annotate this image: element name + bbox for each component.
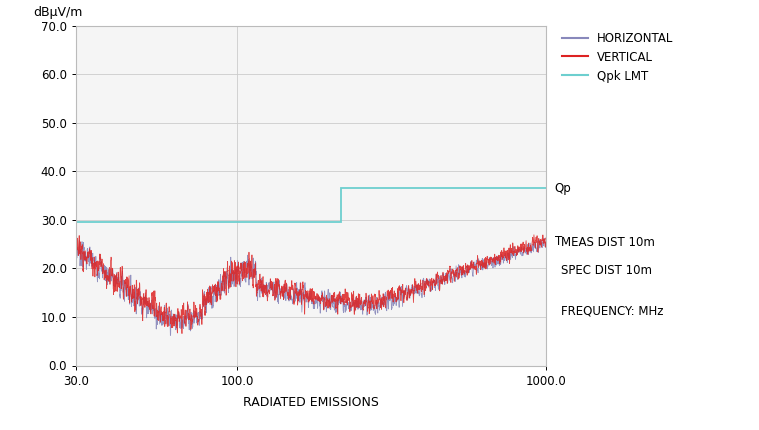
Text: FREQUENCY: MHz: FREQUENCY: MHz	[561, 304, 663, 317]
Text: dBμV/m: dBμV/m	[33, 6, 83, 19]
Text: Qp: Qp	[555, 182, 572, 195]
Legend: HORIZONTAL, VERTICAL, Qpk LMT: HORIZONTAL, VERTICAL, Qpk LMT	[562, 32, 673, 83]
Text: MEAS DIST 10m: MEAS DIST 10m	[561, 237, 654, 249]
Text: SPEC DIST 10m: SPEC DIST 10m	[561, 264, 651, 276]
X-axis label: RADIATED EMISSIONS: RADIATED EMISSIONS	[243, 396, 380, 409]
Text: T: T	[555, 235, 562, 248]
